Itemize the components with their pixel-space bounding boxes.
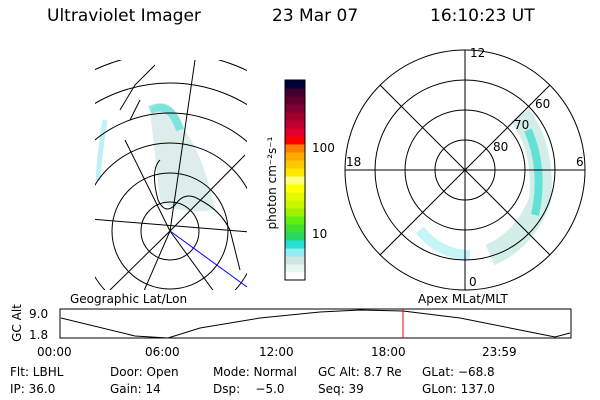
colorbar-swatch xyxy=(285,248,305,257)
colorbar-swatch xyxy=(285,192,305,201)
orbit-track xyxy=(169,230,248,288)
colorbar-swatch xyxy=(285,216,305,225)
status-gain: Gain: 14 xyxy=(110,382,161,396)
colorbar-swatch xyxy=(285,240,305,249)
ytick-1-8: 1.8 xyxy=(29,328,49,342)
mlt-6-label: 6 xyxy=(576,155,584,169)
colorbar-swatch xyxy=(285,232,305,241)
left-map-label: Geographic Lat/Lon xyxy=(70,292,188,306)
status-dsp: Dsp: −5.0 xyxy=(213,382,285,396)
colorbar-swatch xyxy=(285,128,305,137)
xtick-1200: 12:00 xyxy=(259,345,294,359)
colorbar-swatch xyxy=(285,184,305,193)
status-mode: Mode: Normal xyxy=(213,365,297,379)
xtick-0000: 00:00 xyxy=(37,345,72,359)
xtick-2359: 23:59 xyxy=(482,345,517,359)
geographic-map xyxy=(95,60,247,290)
status-gc-alt: GC Alt: 8.7 Re xyxy=(318,365,402,379)
lat-60-label: 60 xyxy=(535,97,551,111)
colorbar-swatch xyxy=(285,160,305,169)
colorbar-swatch xyxy=(285,200,305,209)
colorbar-swatch xyxy=(285,136,305,145)
colorbar-swatch xyxy=(285,168,305,177)
colorbar-swatch xyxy=(285,152,305,161)
altitude-plot xyxy=(59,308,572,339)
colorbar-label: photon cm⁻²s⁻¹ xyxy=(265,136,279,230)
apex-polar-map xyxy=(344,49,586,291)
ytick-9: 9.0 xyxy=(29,307,49,321)
colorbar xyxy=(285,80,305,281)
status-seq: Seq: 39 xyxy=(318,382,364,396)
colorbar-swatch xyxy=(285,256,305,265)
status-filter: Flt: LBHL xyxy=(10,365,64,379)
lat-70-label: 70 xyxy=(514,118,530,132)
colorbar-tick-100: 100 xyxy=(312,141,335,155)
colorbar-swatch xyxy=(285,96,305,105)
colorbar-swatch xyxy=(285,104,305,113)
colorbar-swatch xyxy=(285,176,305,185)
status-glat: GLat: −68.8 xyxy=(422,365,495,379)
status-glon: GLon: 137.0 xyxy=(422,382,495,396)
right-map-label: Apex MLat/MLT xyxy=(418,292,508,306)
xtick-1800: 18:00 xyxy=(371,345,406,359)
colorbar-swatch xyxy=(285,272,305,281)
colorbar-swatch xyxy=(285,112,305,121)
time-label: 16:10:23 UT xyxy=(430,6,535,26)
colorbar-swatch xyxy=(285,208,305,217)
colorbar-swatch xyxy=(285,264,305,273)
colorbar-swatch xyxy=(285,88,305,97)
mlt-12-label: 12 xyxy=(470,46,486,60)
colorbar-swatch xyxy=(285,120,305,129)
instrument-title: Ultraviolet Imager xyxy=(47,6,201,26)
date-label: 23 Mar 07 xyxy=(272,6,359,26)
colorbar-swatch xyxy=(285,144,305,153)
mlt-0-label: 0 xyxy=(469,275,477,289)
lat-80-label: 80 xyxy=(493,140,509,154)
status-ip: IP: 36.0 xyxy=(10,382,56,396)
mlt-18-label: 18 xyxy=(346,155,362,169)
colorbar-swatch xyxy=(285,224,305,233)
altitude-ylabel: GC Alt xyxy=(10,304,24,342)
colorbar-swatch xyxy=(285,80,305,89)
status-door: Door: Open xyxy=(110,365,179,379)
xtick-0600: 06:00 xyxy=(145,345,180,359)
colorbar-tick-10: 10 xyxy=(312,227,328,241)
